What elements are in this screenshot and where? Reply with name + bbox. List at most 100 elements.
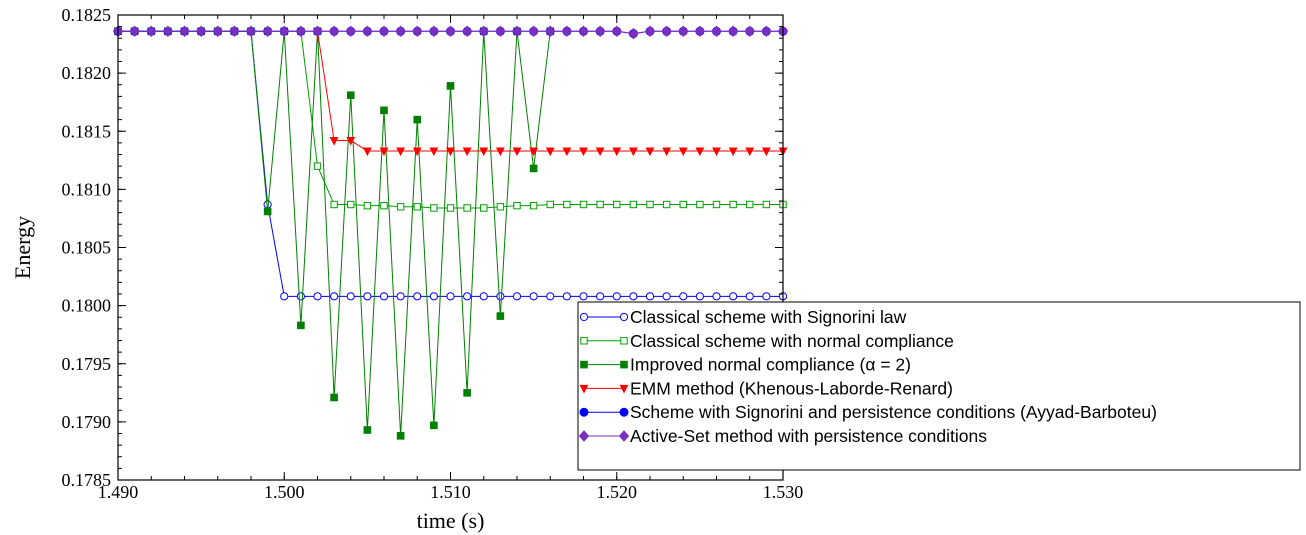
data-point <box>461 25 473 38</box>
data-point <box>363 292 372 301</box>
data-point <box>762 292 771 301</box>
data-point <box>279 25 290 38</box>
data-point <box>312 25 323 38</box>
data-point <box>662 292 671 301</box>
data-point <box>629 292 638 301</box>
data-point <box>413 115 422 124</box>
data-point <box>729 200 737 209</box>
data-point <box>396 432 405 440</box>
data-point <box>612 147 622 157</box>
data-point <box>463 292 472 301</box>
data-point <box>729 292 738 301</box>
data-point <box>562 147 572 157</box>
data-point <box>529 164 538 173</box>
data-point <box>529 292 538 301</box>
y-axis-label: Energy <box>10 216 35 279</box>
legend-item: Classical scheme with normal compliance <box>580 331 954 351</box>
data-point <box>579 147 588 157</box>
data-point <box>528 25 539 38</box>
data-point <box>430 204 438 212</box>
data-point <box>745 292 754 301</box>
x-tick-label: 1.490 <box>98 482 139 502</box>
y-tick-label: 0.1800 <box>62 296 112 316</box>
data-point <box>694 25 706 38</box>
x-tick-label: 1.520 <box>597 482 638 502</box>
data-point <box>629 200 638 209</box>
data-point <box>727 25 739 38</box>
data-point <box>463 204 471 212</box>
y-tick-label: 0.1805 <box>62 238 112 258</box>
data-point <box>330 292 339 301</box>
legend-label: Scheme with Signorini and persistence co… <box>630 402 1157 422</box>
legend-marker <box>620 360 628 369</box>
data-point <box>313 162 322 170</box>
legend-label: Improved normal compliance (α = 2) <box>630 355 911 375</box>
data-point <box>495 25 506 38</box>
data-point <box>462 147 472 157</box>
data-point <box>712 147 721 157</box>
legend-item: Active-Set method with persistence condi… <box>578 426 987 446</box>
data-point <box>229 25 240 38</box>
x-axis-label: time (s) <box>417 508 485 533</box>
data-point <box>479 292 488 301</box>
legend-marker <box>579 312 589 322</box>
data-point <box>579 200 588 209</box>
data-point <box>696 200 704 209</box>
data-point <box>413 203 421 211</box>
legend-marker <box>580 360 588 369</box>
x-tick-label: 1.510 <box>430 482 471 502</box>
data-point <box>379 147 389 157</box>
legend-marker <box>619 407 629 417</box>
data-point <box>712 200 721 209</box>
data-point <box>412 25 423 38</box>
data-point <box>478 25 489 38</box>
data-point <box>396 203 405 211</box>
data-point <box>313 292 322 301</box>
x-tick-label: 1.530 <box>763 482 804 502</box>
data-point <box>594 25 606 38</box>
y-tick-label: 0.1825 <box>62 5 112 25</box>
data-point <box>613 200 621 209</box>
data-point <box>561 25 573 38</box>
data-point <box>146 25 157 38</box>
data-point <box>395 25 406 38</box>
data-point <box>396 292 405 301</box>
data-point <box>295 25 307 38</box>
data-point <box>762 200 771 209</box>
data-point <box>579 292 588 301</box>
data-point <box>480 204 488 212</box>
plot-layer <box>112 25 789 440</box>
data-point <box>596 292 605 301</box>
data-point <box>645 292 655 301</box>
data-point <box>578 25 589 38</box>
data-point <box>562 292 571 301</box>
data-point <box>245 25 257 38</box>
data-point <box>346 91 355 100</box>
series-line <box>118 30 551 436</box>
data-point <box>746 200 754 209</box>
data-point <box>328 25 340 38</box>
data-point <box>529 147 539 157</box>
data-point <box>611 25 622 38</box>
y-tick-label: 0.1815 <box>62 121 112 141</box>
data-point <box>661 25 672 38</box>
data-point <box>711 25 722 38</box>
data-point <box>612 292 621 301</box>
data-point <box>679 292 688 301</box>
data-point <box>712 292 721 301</box>
data-point <box>380 201 388 210</box>
data-point <box>362 25 373 38</box>
legend-marker <box>619 384 629 394</box>
data-point <box>346 137 356 146</box>
y-tick-label: 0.1810 <box>62 179 112 199</box>
series-1 <box>114 27 787 212</box>
data-point <box>546 292 555 301</box>
data-point <box>678 147 688 157</box>
data-point <box>379 292 389 301</box>
data-point <box>595 147 605 157</box>
data-point <box>761 147 771 157</box>
legend-marker <box>618 430 630 442</box>
series-2 <box>114 27 555 440</box>
data-point <box>679 200 687 209</box>
series-3 <box>313 27 788 157</box>
